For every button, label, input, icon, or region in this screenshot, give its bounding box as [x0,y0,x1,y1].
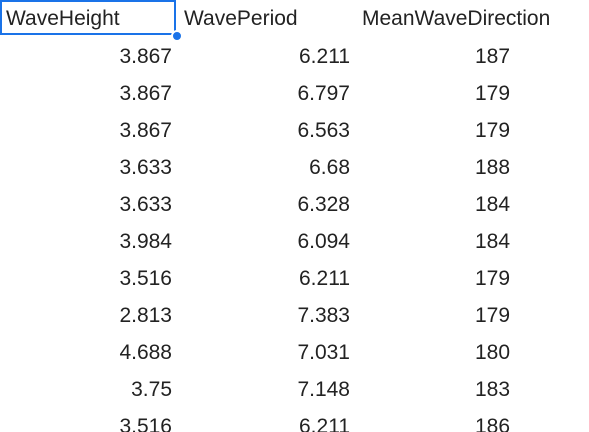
cell-wave-height[interactable]: 3.867 [119,119,172,142]
table-row: 3.984 6.094 184 [0,223,589,260]
cell-wave-period[interactable]: 6.563 [297,119,350,142]
cell-wave-height[interactable]: 3.867 [119,45,172,68]
header-row: WaveHeight WavePeriod MeanWaveDirection [0,0,589,37]
cell-wave-period[interactable]: 6.211 [299,45,350,68]
cell-wave-height[interactable]: 3.984 [119,230,172,253]
table-row: 3.516 6.211 179 [0,260,589,297]
table-row: 3.633 6.328 184 [0,186,589,223]
cell-mean-wave-direction[interactable]: 186 [474,415,511,432]
cell-mean-wave-direction[interactable]: 183 [474,378,511,401]
table-row: 3.867 6.797 179 [0,75,589,112]
cell-mean-wave-direction[interactable]: 187 [474,45,511,68]
cell-wave-period[interactable]: 6.211 [299,415,350,432]
table-row: 3.516 6.211 186 [0,408,589,432]
cell-mean-wave-direction[interactable]: 179 [474,304,511,327]
cell-wave-period[interactable]: 6.094 [297,230,350,253]
cell-mean-wave-direction[interactable]: 180 [474,341,511,364]
table-row: 3.867 6.563 179 [0,112,589,149]
header-cell-wave-period[interactable]: WavePeriod [184,7,298,30]
header-cell-wave-height[interactable]: WaveHeight [6,7,120,30]
cell-wave-height[interactable]: 3.516 [119,415,172,432]
header-cell-mean-wave-direction[interactable]: MeanWaveDirection [362,7,551,30]
cell-wave-height[interactable]: 2.813 [119,304,172,327]
cell-mean-wave-direction[interactable]: 184 [474,193,511,216]
cell-wave-period[interactable]: 6.328 [297,193,350,216]
cell-wave-height[interactable]: 3.867 [119,82,172,105]
cell-wave-period[interactable]: 6.211 [299,267,350,290]
fill-handle[interactable] [171,30,183,42]
cell-wave-height[interactable]: 3.633 [119,193,172,216]
table-row: 3.867 6.211 187 [0,38,589,75]
cell-wave-height[interactable]: 4.688 [119,341,172,364]
cell-wave-height[interactable]: 3.633 [119,156,172,179]
cell-mean-wave-direction[interactable]: 179 [474,119,511,142]
cell-mean-wave-direction[interactable]: 179 [474,82,511,105]
cell-wave-period[interactable]: 7.148 [297,378,350,401]
table-row: 2.813 7.383 179 [0,297,589,334]
table-row: 3.633 6.68 188 [0,149,589,186]
cell-wave-height[interactable]: 3.516 [119,267,172,290]
table-row: 3.75 7.148 183 [0,371,589,408]
cell-mean-wave-direction[interactable]: 184 [474,230,511,253]
cell-mean-wave-direction[interactable]: 179 [474,267,511,290]
cell-wave-height[interactable]: 3.75 [131,378,172,401]
cell-wave-period[interactable]: 7.383 [297,304,350,327]
table-row: 4.688 7.031 180 [0,334,589,371]
cell-wave-period[interactable]: 6.797 [297,82,350,105]
cell-wave-period[interactable]: 6.68 [309,156,350,179]
cell-mean-wave-direction[interactable]: 188 [474,156,511,179]
cell-wave-period[interactable]: 7.031 [297,341,350,364]
